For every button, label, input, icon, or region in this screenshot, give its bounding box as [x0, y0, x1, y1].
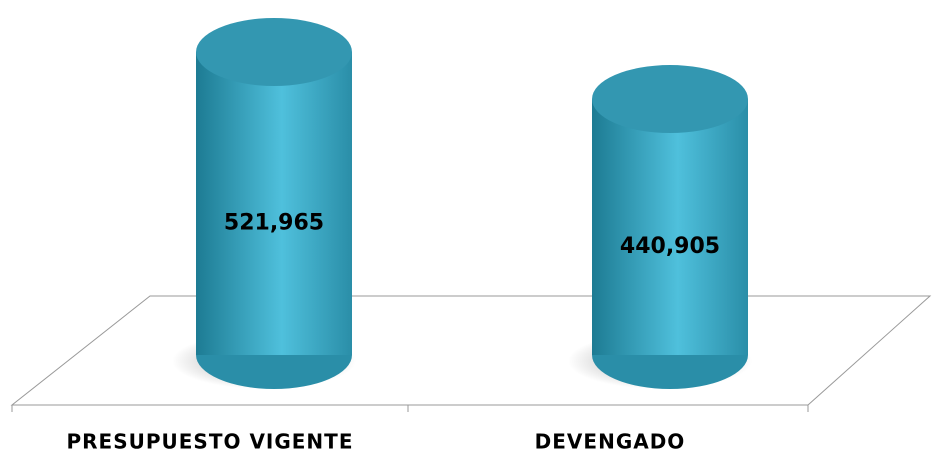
bar-top [196, 18, 352, 86]
floor [10, 295, 932, 406]
x-tick-label: DEVENGADO [535, 430, 686, 454]
value-label: 521,965 [224, 211, 324, 236]
bar [196, 52, 352, 355]
value-label: 440,905 [620, 234, 720, 259]
bar-top [592, 65, 748, 134]
x-tick-label: PRESUPUESTO VIGENTE [67, 430, 354, 454]
bar [592, 99, 748, 355]
